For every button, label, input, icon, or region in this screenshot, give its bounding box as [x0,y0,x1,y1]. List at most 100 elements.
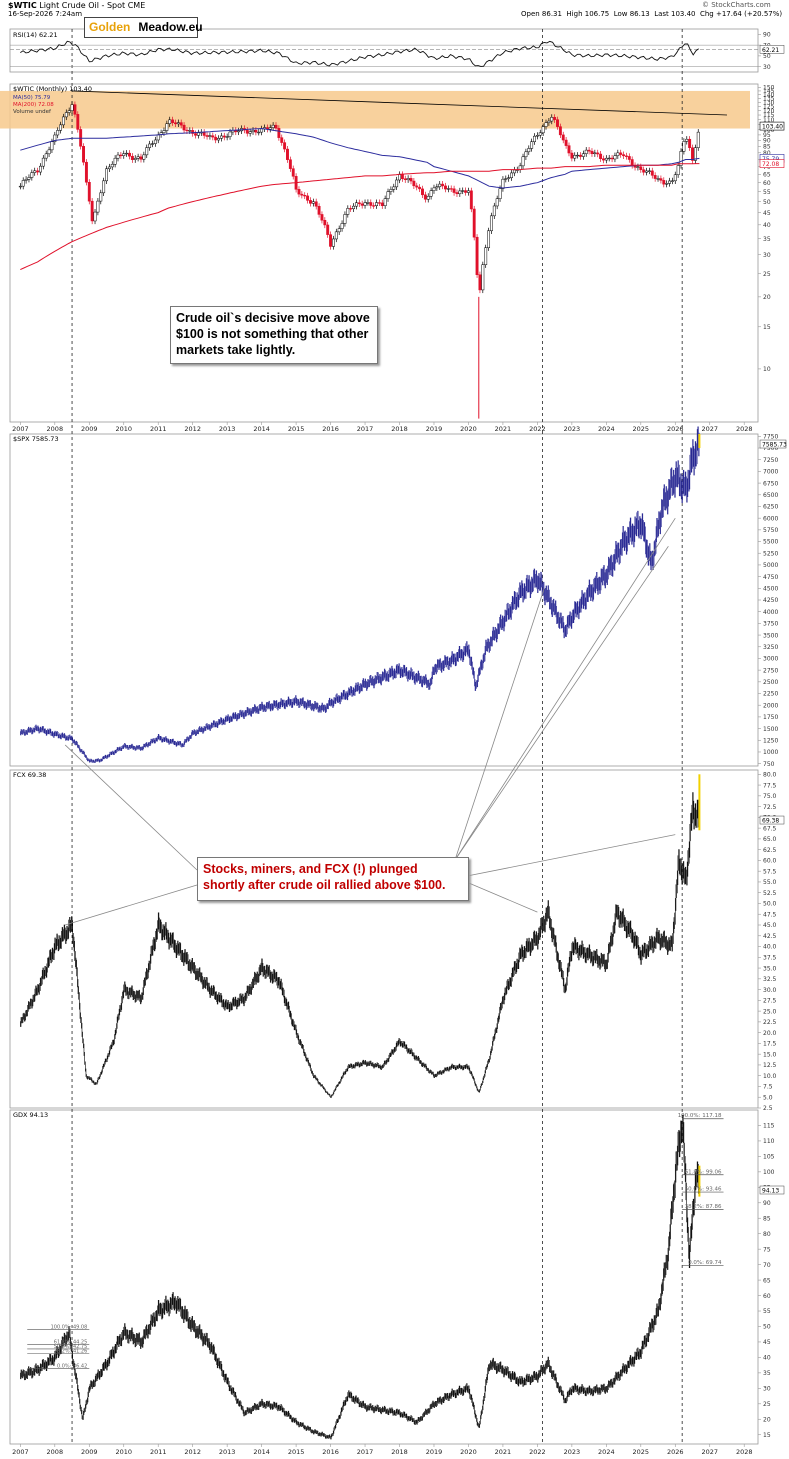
wtic-candle [645,170,648,173]
wtic-candle [202,131,206,136]
rsi-title: RSI(14) 62.21 [13,31,58,39]
wtic-xtick-label: 2017 [357,425,374,433]
gdx-fib-label-2008: 50.0%: 42.75 [54,1344,87,1350]
wtic-ytick-label: 15 [763,324,771,331]
wtic-candle [461,190,465,192]
wtic-candle [76,114,80,130]
wtic-candle [349,208,353,210]
wtic-candle [93,211,97,222]
gdx-xtick-label: 2016 [322,1448,339,1456]
wtic-candle [311,201,315,204]
wtic-candle [375,202,378,206]
crude-note-line-3: markets take lightly. [176,343,296,357]
gdx-xtick-label: 2021 [495,1448,512,1456]
wtic-candle [297,189,301,195]
wtic-candle [665,183,669,185]
wtic-candle [36,170,40,173]
wtic-candle [484,247,488,266]
wtic-ytick-label: 90 [763,138,771,145]
ma50-legend: MA(50) 75.79 [13,95,51,101]
chart-date: 16-Sep-2026 7:24am [8,10,83,18]
wtic-candle [326,224,330,235]
wtic-candle [148,143,152,148]
wtic-candle [656,178,660,180]
wtic-candle [535,135,539,137]
wtic-xtick-label: 2021 [495,425,512,433]
wtic-candle [504,178,508,180]
spx-ytick-label: 4750 [763,574,778,581]
wtic-candle [47,149,51,155]
wtic-candle [27,177,31,180]
spx-ytick-label: 2500 [763,679,778,686]
gdx-ytick-label: 70 [763,1262,771,1269]
wtic-candle [636,166,640,168]
wtic-candle [584,149,588,154]
wtic-candle [211,135,215,138]
wtic-candle [174,122,177,125]
wtic-candle [133,157,137,160]
wtic-candle [653,175,657,179]
gdx-xtick-label: 2010 [115,1448,132,1456]
wtic-candle [245,129,249,134]
gdx-xtick-label: 2012 [184,1448,201,1456]
wtic-candle [616,152,620,156]
wtic-xtick-label: 2016 [322,425,339,433]
callout-pointer-spx [454,588,545,861]
wtic-candle [208,135,212,137]
wtic-ytick-label: 145 [763,88,775,95]
wtic-candle [662,180,666,185]
spx-ytick-label: 7000 [763,469,778,476]
spx-ytick-label: 7250 [763,457,778,464]
wtic-candle [409,178,413,182]
wtic-candle [639,166,643,170]
wtic-candle [179,122,183,126]
spx-ytick-label: 4500 [763,586,778,593]
wtic-candle [18,185,22,188]
callout-pointer-fcx [456,834,676,879]
gdx-ytick-label: 110 [763,1138,775,1145]
fcx-ytick-label: 57.5 [763,868,777,875]
ma200-line [20,163,700,271]
gdx-xtick-label: 2008 [47,1448,64,1456]
spx-ytick-label: 6500 [763,492,778,499]
wtic-candle [70,104,74,111]
gdx-ytick-label: 20 [763,1416,771,1423]
wtic-candle [317,206,321,215]
change-value: Chg +17.64 (+20.57%) [699,10,783,18]
logo-golden: Golden [89,20,131,34]
wtic-candle [185,129,189,132]
rsi-value-label: 62.21 [762,47,779,54]
wtic-candle [268,127,272,130]
ma50-line [20,127,700,189]
wtic-candle [33,170,37,173]
wtic-candle [512,169,516,174]
wtic-candle [659,178,663,181]
fcx-ytick-label: 42.5 [763,933,777,940]
wtic-xtick-label: 2010 [115,425,132,433]
wtic-candle [469,190,473,210]
wtic-candle [219,135,223,139]
high-value: High 106.75 [566,10,610,18]
wtic-candle [676,165,680,176]
wtic-xtick-label: 2014 [253,425,270,433]
wtic-candle [343,214,347,224]
wtic-ytick-label: 10 [763,366,771,373]
wtic-candle [217,138,220,141]
wtic-candle [331,238,335,247]
wtic-candle [492,205,496,217]
wtic-candle [113,157,117,165]
low-value: Low 86.13 [613,10,650,18]
gdx-xtick-label: 2013 [219,1448,236,1456]
wtic-candle [423,194,427,200]
wtic-candle [251,130,255,133]
gdx-ytick-label: 80 [763,1231,771,1238]
wtic-candle [228,131,232,137]
spx-ytick-label: 1250 [763,737,778,744]
gdx-ytick-label: 35 [763,1370,771,1377]
wtic-ytick-label: 135 [763,96,775,103]
fcx-ytick-label: 37.5 [763,954,777,961]
gdx-xtick-label: 2020 [460,1448,477,1456]
wtic-xtick-label: 2023 [564,425,581,433]
wtic-candle [415,185,419,188]
wtic-ytick-label: 40 [763,222,771,229]
